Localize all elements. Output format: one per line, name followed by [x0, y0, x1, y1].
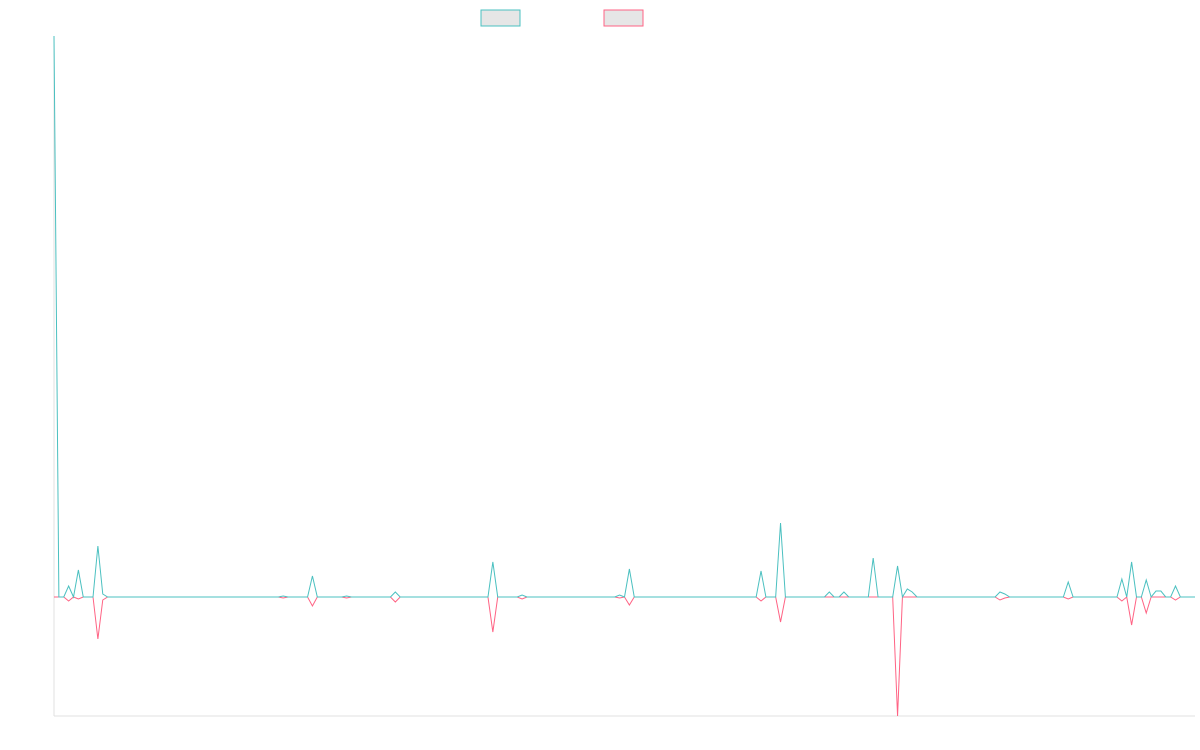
legend-swatch: [603, 9, 644, 27]
data-line: [54, 596, 1195, 717]
data-line: [53, 35, 1195, 599]
legend-swatch: [480, 9, 521, 27]
